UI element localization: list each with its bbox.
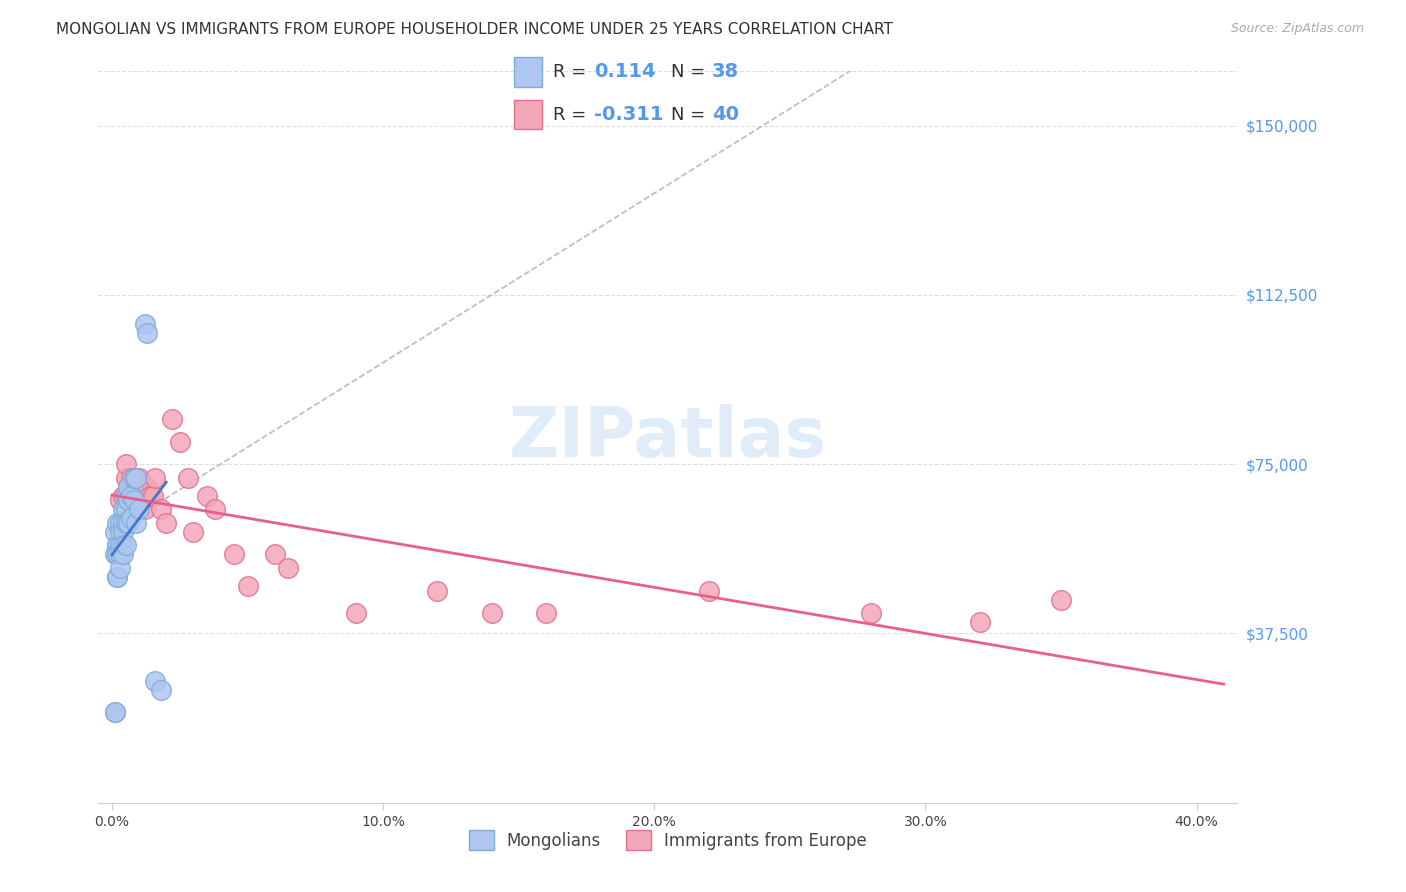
Point (111, 489, 134, 503)
Point (117, 480, 139, 494)
Point (107, 538, 129, 552)
Point (142, 489, 165, 503)
Point (236, 579, 259, 593)
Point (104, 706, 127, 720)
Text: 38: 38 (711, 62, 740, 81)
Point (344, 606, 367, 620)
Point (969, 615, 991, 630)
Point (155, 516, 177, 530)
Text: MONGOLIAN VS IMMIGRANTS FROM EUROPE HOUSEHOLDER INCOME UNDER 25 YEARS CORRELATIO: MONGOLIAN VS IMMIGRANTS FROM EUROPE HOUS… (56, 22, 893, 37)
Point (114, 516, 136, 530)
Point (1050, 592, 1073, 607)
Point (114, 471, 136, 485)
Point (120, 471, 142, 485)
Point (128, 502, 150, 516)
Point (108, 516, 131, 530)
Point (107, 516, 129, 530)
Point (131, 489, 153, 503)
Point (108, 561, 131, 575)
Point (117, 502, 139, 516)
FancyBboxPatch shape (515, 57, 541, 87)
Point (120, 502, 142, 516)
Point (222, 548, 245, 562)
Text: -0.311: -0.311 (593, 105, 664, 124)
Point (107, 538, 129, 552)
Text: N =: N = (671, 105, 710, 124)
Point (169, 434, 191, 449)
Point (108, 524, 131, 539)
Point (426, 583, 449, 598)
Point (114, 489, 136, 503)
Point (111, 516, 134, 530)
Point (277, 561, 299, 575)
Point (697, 583, 720, 598)
Point (122, 471, 145, 485)
Point (120, 489, 142, 503)
Point (125, 471, 148, 485)
FancyBboxPatch shape (515, 100, 541, 129)
Point (108, 493, 131, 508)
Text: ZIPatlas: ZIPatlas (509, 403, 827, 471)
Point (111, 538, 134, 552)
Point (117, 480, 139, 494)
Point (145, 471, 167, 485)
Point (111, 524, 134, 539)
Point (111, 502, 134, 516)
Point (108, 548, 131, 562)
Point (107, 570, 129, 584)
Point (120, 511, 142, 525)
Point (149, 682, 172, 697)
Text: R =: R = (553, 62, 592, 81)
Point (177, 471, 200, 485)
Point (139, 489, 162, 503)
Point (481, 606, 503, 620)
Point (114, 457, 136, 471)
Point (128, 471, 150, 485)
Point (145, 673, 167, 688)
Text: 40: 40 (711, 105, 738, 124)
Point (107, 570, 129, 584)
Point (860, 606, 883, 620)
Point (114, 502, 136, 516)
Point (125, 516, 148, 530)
Text: N =: N = (671, 62, 710, 81)
Point (125, 489, 148, 503)
Point (263, 548, 285, 562)
Legend: Mongolians, Immigrants from Europe: Mongolians, Immigrants from Europe (458, 820, 877, 860)
Text: Source: ZipAtlas.com: Source: ZipAtlas.com (1230, 22, 1364, 36)
Point (149, 502, 172, 516)
Point (134, 502, 156, 516)
Point (108, 538, 131, 552)
Point (136, 480, 159, 494)
Point (136, 326, 159, 341)
Point (111, 548, 134, 562)
Point (160, 412, 183, 426)
Point (114, 538, 136, 552)
Point (104, 548, 127, 562)
Point (104, 706, 127, 720)
Point (195, 489, 218, 503)
Point (122, 489, 145, 503)
Point (117, 493, 139, 508)
Point (107, 548, 129, 562)
Point (104, 524, 127, 539)
Point (204, 502, 226, 516)
Point (122, 471, 145, 485)
Point (534, 606, 557, 620)
Point (183, 524, 205, 539)
Point (117, 516, 139, 530)
Point (134, 317, 156, 331)
Text: R =: R = (553, 105, 592, 124)
Point (122, 493, 145, 508)
Text: 0.114: 0.114 (593, 62, 655, 81)
Point (128, 502, 150, 516)
Point (114, 489, 136, 503)
